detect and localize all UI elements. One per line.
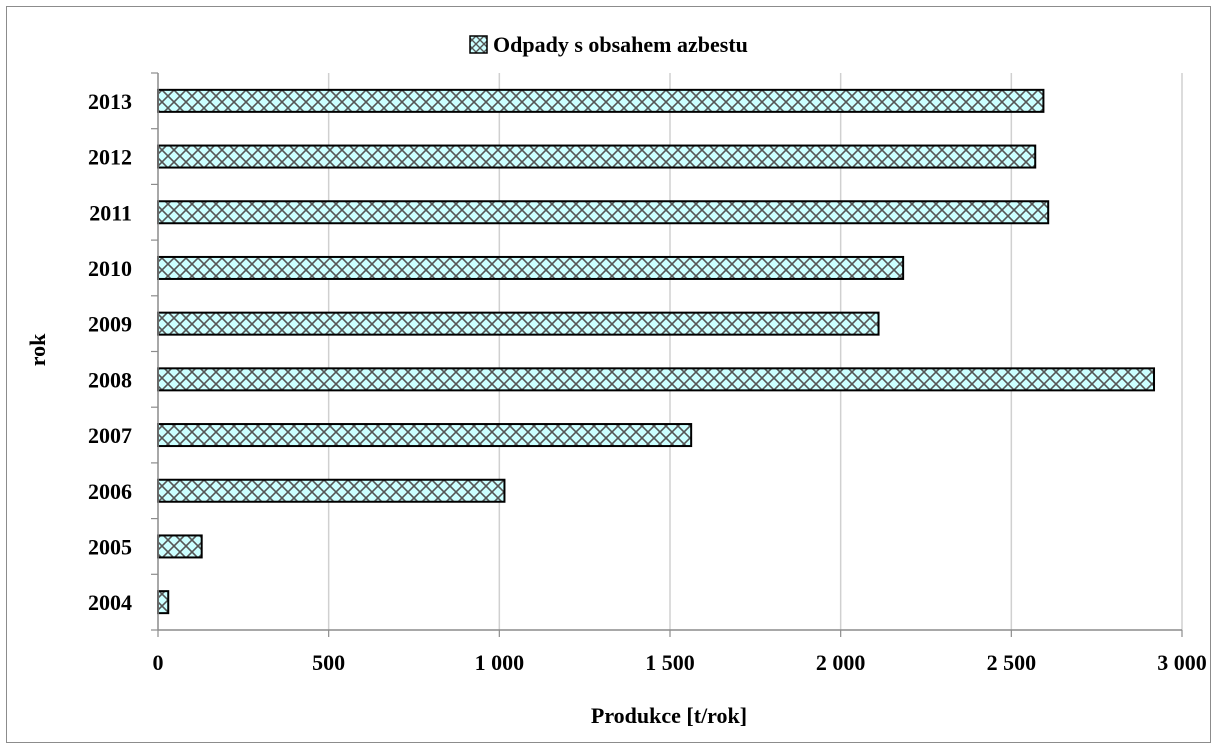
bar-2008 [157,367,1156,392]
x-tick-label: 1 500 [645,650,695,675]
y-tick-label: 2006 [88,479,132,504]
y-tick-label: 2004 [88,590,132,615]
bars [157,88,1156,615]
legend-label: Odpady s obsahem azbestu [493,32,748,57]
y-axis-title: rok [25,333,50,366]
x-tick-label: 2 500 [987,650,1037,675]
bar-2004 [157,590,170,615]
x-tick-label: 3 000 [1157,650,1207,675]
y-tick-label: 2011 [89,200,132,225]
x-tick-label: 2 000 [816,650,866,675]
bar-2012 [157,144,1037,169]
x-axis-title: Produkce [t/rok] [591,703,747,728]
y-tick-label: 2008 [88,367,132,392]
y-tick-label: 2005 [88,534,132,559]
tick-labels: 0 500 1 000 1 500 2 000 2 500 3 000 2004 2005 200… [88,89,1207,675]
legend-swatch [469,35,488,54]
bar-2006 [157,478,506,503]
y-tick-label: 2013 [88,89,132,114]
bar-2010 [157,255,905,280]
bar-2013 [157,88,1045,113]
x-tick-label: 0 [153,650,164,675]
legend: Odpady s obsahem azbestu [469,32,748,57]
bar-2005 [157,534,203,559]
y-tick-label: 2009 [88,312,132,337]
bar-2007 [157,423,693,448]
axes [151,72,1183,637]
y-tick-label: 2012 [88,145,132,170]
x-tick-label: 500 [312,650,345,675]
bar-2011 [157,200,1050,225]
y-tick-label: 2007 [88,423,132,448]
bar-2009 [157,311,880,336]
y-tick-label: 2010 [88,256,132,281]
x-tick-label: 1 000 [475,650,525,675]
